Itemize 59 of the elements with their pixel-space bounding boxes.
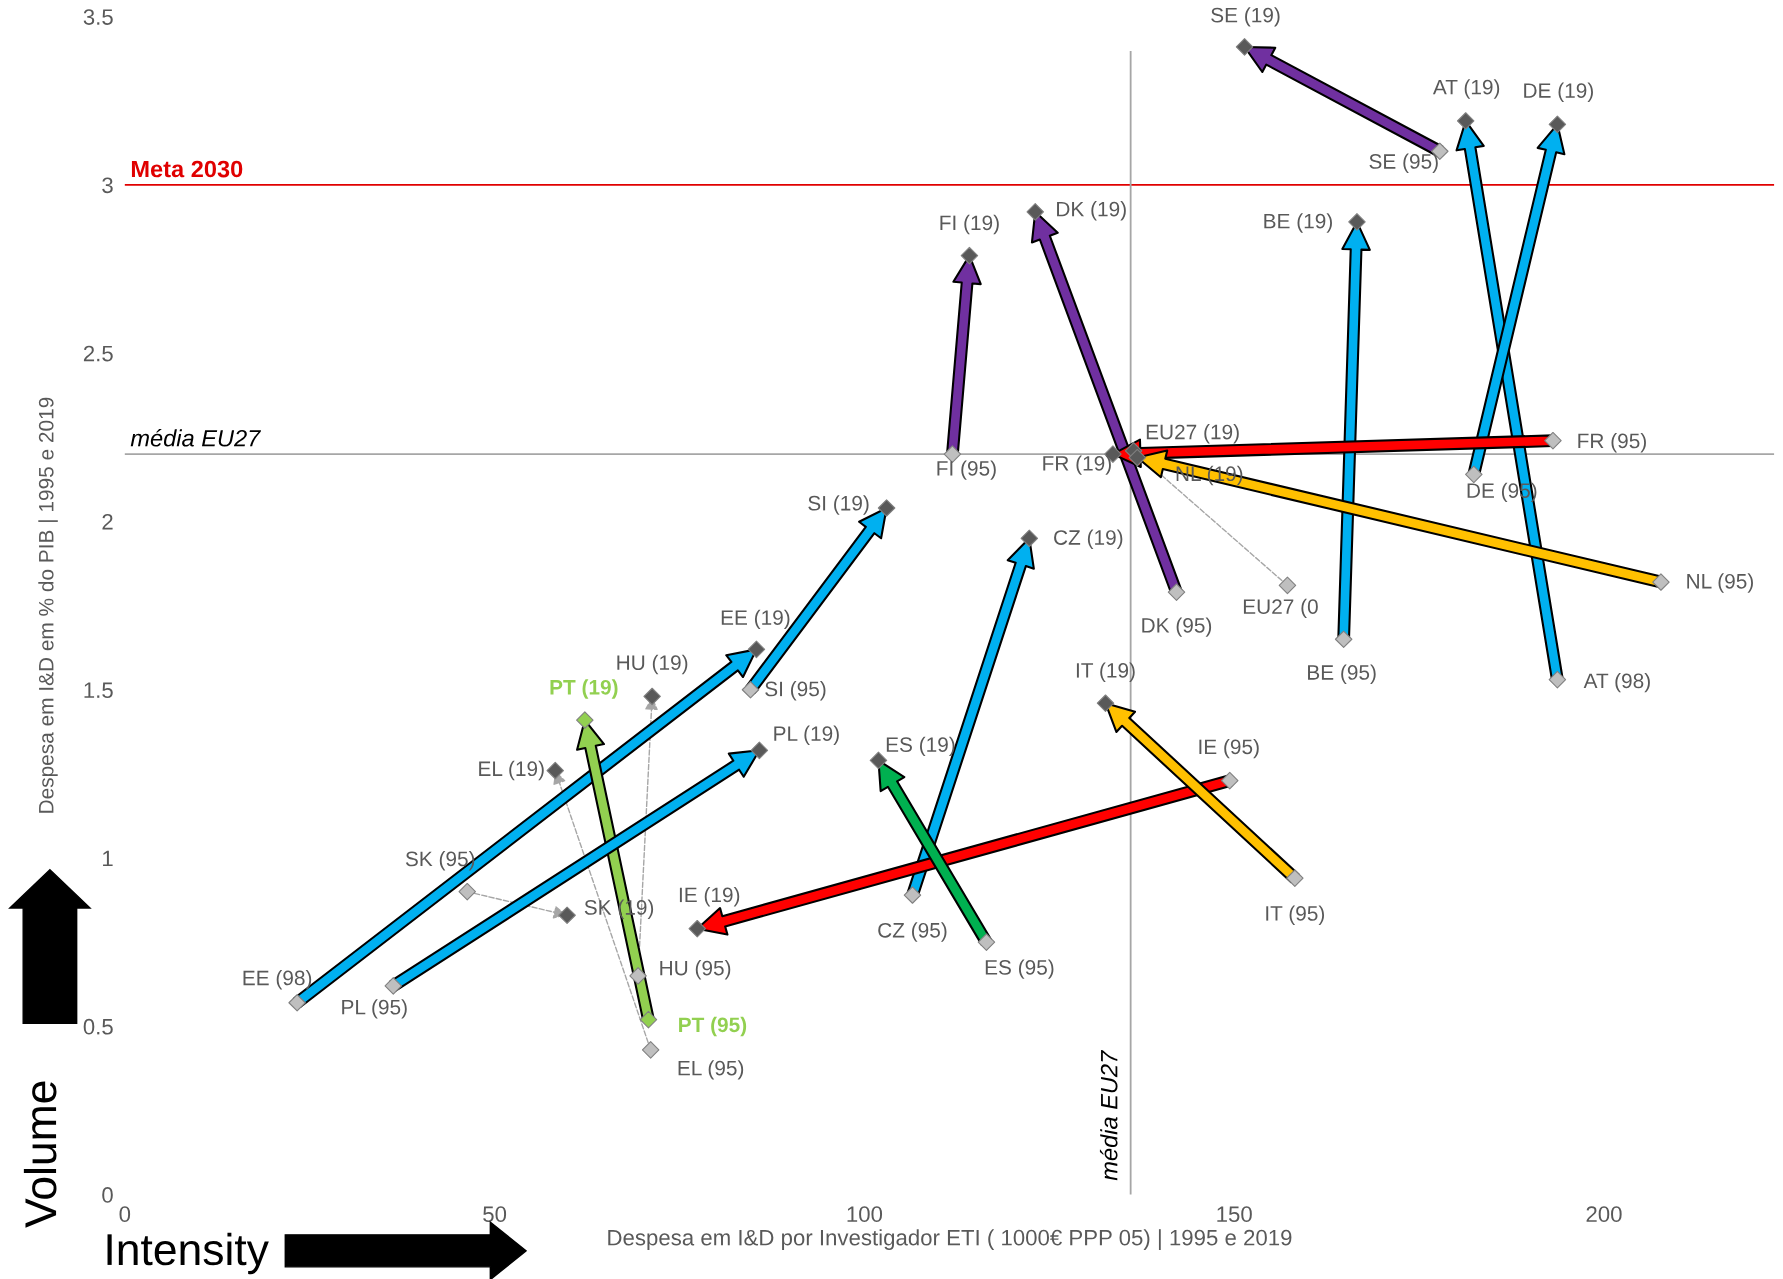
annotation: PT (95) [679,1016,747,1037]
annotation: IT (95) [1266,905,1325,925]
ref-line-label: média EU27 [1099,1050,1118,1181]
y-tick-label: 3.5 [83,9,113,25]
annotation: FR (95) [1578,432,1646,453]
annotation: FI (19) [940,214,999,235]
text: Intensity [107,1232,269,1275]
y-tick-label: 2 [102,514,113,530]
annotation: EU27 (19) [1146,424,1239,444]
annotation: SE (95) [1369,153,1438,173]
annotation: HU (19) [617,654,688,675]
annotation: ES (19) [886,736,955,757]
point [639,1010,658,1029]
annotation: DE (19) [1524,82,1593,103]
annotation: BE (95) [1308,664,1376,684]
ref-line-label: Meta 2030 [131,160,243,178]
annotation: SI (19) [808,495,869,515]
ref-line-label: média EU27 [130,428,262,447]
annotation: EL (95) [678,1060,744,1080]
annotation: IE (95) [1199,738,1259,759]
x-tick-label: 0 [119,1206,131,1223]
x-tick-label: 200 [1586,1206,1622,1223]
annotation: EL (19) [479,760,544,781]
annotation: DK (19) [1057,201,1126,221]
annotation: AT (98) [1583,672,1650,693]
annotation: CZ (95) [878,922,947,942]
annotation: CZ (19) [1054,529,1123,549]
annotation: BE (19) [1264,213,1332,233]
annotation: FR (19) [1043,455,1111,475]
x-tick-label: 100 [847,1206,883,1223]
annotation: SK (95) [405,850,475,871]
annotation: EE (19) [721,609,790,630]
annotation: FI (95) [937,460,996,480]
annotation: SE (19) [1211,7,1280,27]
x-axis-title: Despesa em I&D por Investigador ETI ( 1000€ PPP 05) | 1995 e 2019 [608,1229,1292,1250]
x-tick-label: 50 [483,1206,507,1223]
annotation: IT (19) [1076,662,1135,682]
annotation: HU (95) [660,960,731,980]
annotation: AT (19) [1432,79,1500,99]
annotation: PT (19) [550,679,618,699]
annotation: EE (98) [243,970,312,990]
y-tick-label: 1.5 [84,682,113,699]
annotation: PL (95) [342,999,407,1019]
point [576,711,594,729]
y-tick-label: 0 [102,1187,113,1203]
annotation: ES (95) [985,959,1054,979]
annotation: PL (19) [774,725,839,746]
y-tick-label: 1 [103,850,113,867]
y-tick-label: 2.5 [83,345,113,362]
annotation: IE (19) [679,886,740,907]
text: Volume [23,1081,57,1228]
annotation: EU27 (0 [1243,598,1318,619]
annotation: SI (95) [765,681,826,701]
y-tick-label: 3 [102,177,113,194]
y-axis-title: Despesa em I&D em % do PIB | 1995 e 2019 [38,397,58,813]
y-tick-label: 0.5 [83,1018,113,1035]
annotation: DK (95) [1142,617,1212,637]
annotation: NL (95) [1687,573,1753,593]
x-tick-label: 150 [1217,1206,1252,1223]
